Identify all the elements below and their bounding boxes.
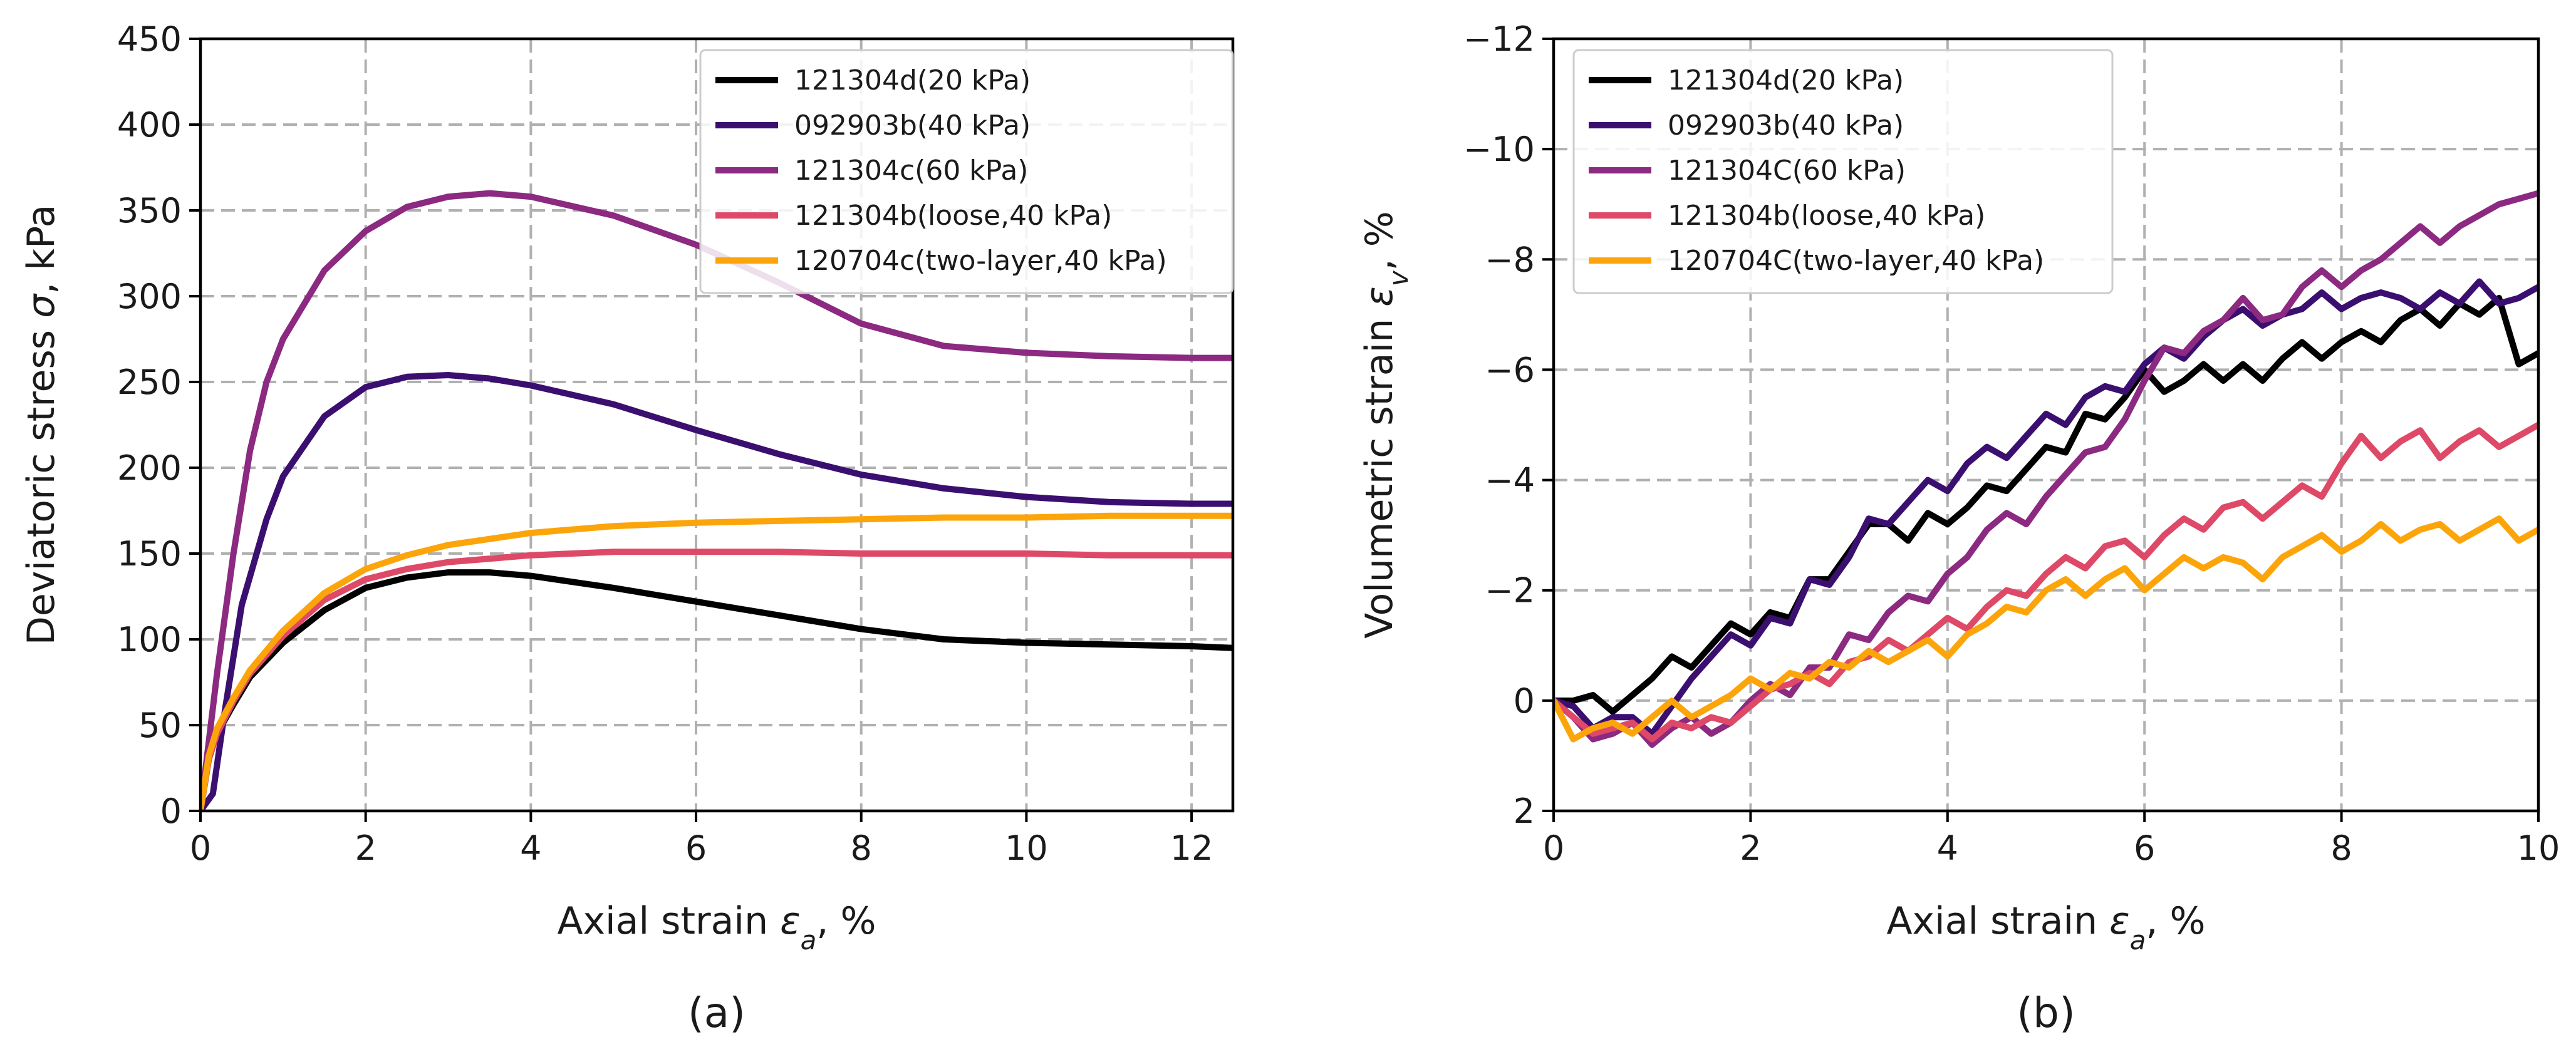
x-tick-label: 0 — [190, 828, 211, 868]
panel-a-series-lines — [200, 190, 1233, 811]
legend-label: 092903b(40 kPa) — [794, 110, 1031, 142]
panel-b-legend: 121304d(20 kPa) 092903b(40 kPa) 121304C(60… — [1572, 49, 2114, 294]
y-tick-label: 50 — [138, 706, 182, 745]
y-tick-label: −2 — [1485, 571, 1535, 611]
x-tick-label: 0 — [1543, 828, 1564, 868]
y-tick-label: 400 — [117, 105, 182, 145]
series-line-1 — [1554, 294, 2538, 715]
y-tick-label: −12 — [1463, 19, 1535, 59]
y-tick-label: 2 — [1514, 792, 1535, 831]
x-tick-label: 2 — [355, 828, 377, 868]
y-tick-label: 450 — [117, 19, 182, 59]
x-tick-label: 4 — [1937, 828, 1958, 868]
y-tick-label: 0 — [160, 792, 182, 831]
y-tick-label: −4 — [1485, 461, 1535, 500]
series-line-3 — [200, 190, 1233, 811]
panel-b-series-lines — [1554, 190, 2538, 748]
y-tick-label: 300 — [117, 277, 182, 316]
x-tick-label: 2 — [1740, 828, 1761, 868]
series-line-2 — [1554, 278, 2538, 737]
panel-a-y-axis-label: Deviatoric stress σ, kPa — [19, 205, 63, 646]
legend-label: 121304b(loose,40 kPa) — [794, 200, 1112, 232]
legend-label: 120704c(two-layer,40 kPa) — [794, 245, 1167, 277]
legend-label: 121304d(20 kPa) — [1668, 64, 1904, 96]
x-tick-label: 12 — [1170, 828, 1213, 868]
panel-b-plot-frame — [1552, 37, 2540, 813]
y-tick-label: 200 — [117, 448, 182, 488]
series-line-2 — [200, 372, 1233, 811]
legend-box — [699, 49, 1234, 294]
y-tick-label: 150 — [117, 534, 182, 574]
x-tick-label: 4 — [520, 828, 541, 868]
legend-label: 121304d(20 kPa) — [794, 64, 1031, 96]
y-tick-label: 100 — [117, 620, 182, 659]
legend-box — [1572, 49, 2114, 294]
x-tick-label: 8 — [2330, 828, 2352, 868]
y-tick-label: −6 — [1485, 350, 1535, 389]
panel-a-legend: 121304d(20 kPa) 092903b(40 kPa) 121304c(60… — [699, 49, 1234, 294]
x-tick-label: 6 — [685, 828, 707, 868]
legend-label: 121304C(60 kPa) — [1668, 155, 1906, 187]
series-line-3 — [1554, 190, 2538, 748]
y-tick-label: −8 — [1485, 240, 1535, 279]
y-tick-label: 350 — [117, 191, 182, 230]
y-tick-label: 250 — [117, 363, 182, 402]
panel-b-y-axis-label: Volumetric strain εv, % — [1358, 211, 1414, 639]
legend-label: 121304b(loose,40 kPa) — [1668, 200, 1985, 232]
panel-a-x-axis-label: Axial strain εa, % — [557, 899, 876, 956]
x-tick-label: 6 — [2134, 828, 2155, 868]
x-tick-label: 10 — [2517, 828, 2560, 868]
legend-label: 092903b(40 kPa) — [1668, 110, 1904, 142]
panel-b-label: (b) — [2017, 989, 2075, 1037]
panel-a-stress-chart: 0 2 4 6 8 10 12 0 50 100 150 200 250 300 350 400 450 121… — [19, 19, 1235, 1037]
x-tick-label: 10 — [1005, 828, 1048, 868]
panel-a-plot-frame — [199, 37, 1235, 813]
series-line-5 — [1554, 515, 2538, 743]
series-line-5 — [200, 512, 1233, 811]
panel-b-x-axis-label: Axial strain εa, % — [1886, 899, 2205, 956]
panel-a-ticks: 0 2 4 6 8 10 12 0 50 100 150 200 250 300 350 400 450 — [117, 19, 1213, 868]
legend-label: 120704C(two-layer,40 kPa) — [1668, 245, 2044, 277]
y-tick-label: −10 — [1463, 130, 1535, 169]
legend-label: 121304c(60 kPa) — [794, 155, 1028, 187]
panel-a-label: (a) — [688, 989, 745, 1037]
series-line-4 — [1554, 421, 2538, 743]
y-tick-label: 0 — [1514, 681, 1535, 721]
x-tick-label: 8 — [851, 828, 872, 868]
